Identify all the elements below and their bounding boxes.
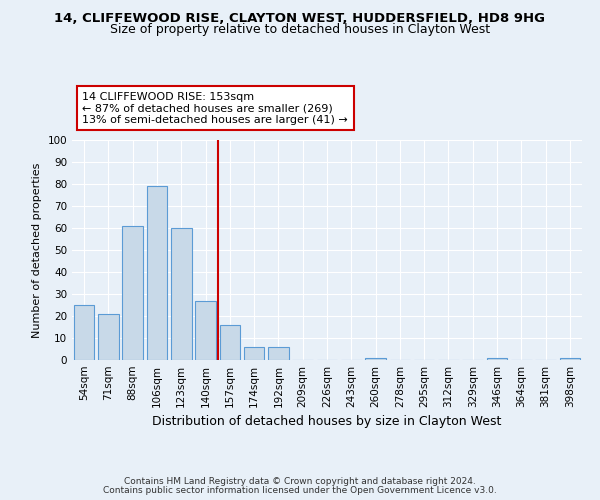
Bar	[195, 300, 216, 360]
Bar	[560, 358, 580, 360]
Text: 14, CLIFFEWOOD RISE, CLAYTON WEST, HUDDERSFIELD, HD8 9HG: 14, CLIFFEWOOD RISE, CLAYTON WEST, HUDDE…	[55, 12, 545, 26]
Bar	[365, 358, 386, 360]
Bar	[98, 314, 119, 360]
Bar	[487, 358, 508, 360]
Text: Contains public sector information licensed under the Open Government Licence v3: Contains public sector information licen…	[103, 486, 497, 495]
Text: Size of property relative to detached houses in Clayton West: Size of property relative to detached ho…	[110, 22, 490, 36]
Bar	[268, 347, 289, 360]
Text: Contains HM Land Registry data © Crown copyright and database right 2024.: Contains HM Land Registry data © Crown c…	[124, 477, 476, 486]
X-axis label: Distribution of detached houses by size in Clayton West: Distribution of detached houses by size …	[152, 416, 502, 428]
Text: 14 CLIFFEWOOD RISE: 153sqm
← 87% of detached houses are smaller (269)
13% of sem: 14 CLIFFEWOOD RISE: 153sqm ← 87% of deta…	[82, 92, 348, 125]
Bar	[74, 305, 94, 360]
Bar	[220, 325, 240, 360]
Y-axis label: Number of detached properties: Number of detached properties	[32, 162, 42, 338]
Bar	[122, 226, 143, 360]
Bar	[146, 186, 167, 360]
Bar	[171, 228, 191, 360]
Bar	[244, 347, 265, 360]
